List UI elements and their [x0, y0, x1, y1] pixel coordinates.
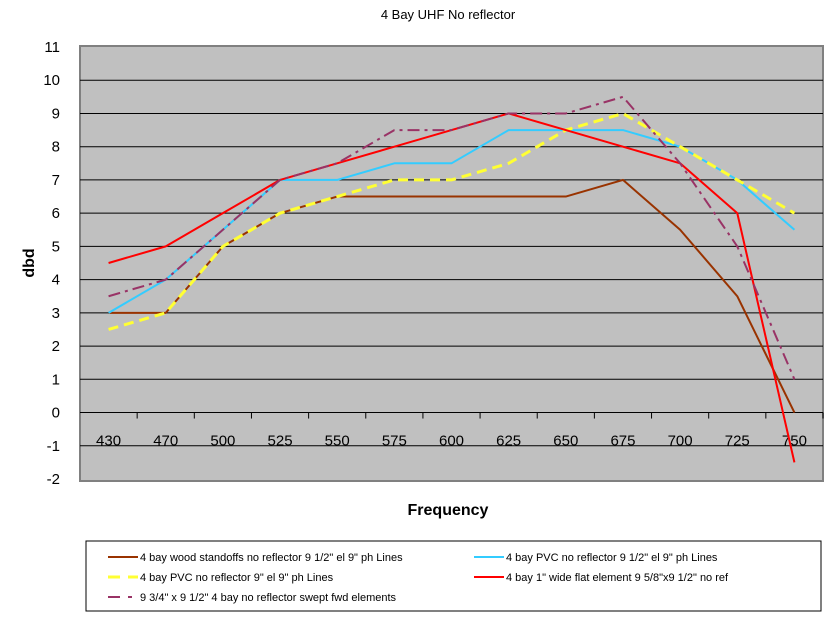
legend-label: 4 bay wood standoffs no reflector 9 1/2"… — [140, 552, 403, 564]
y-tick-label: -1 — [47, 438, 60, 455]
x-tick-label: 600 — [439, 433, 464, 450]
y-tick-label: -2 — [47, 471, 60, 488]
x-tick-label: 430 — [96, 433, 121, 450]
x-tick-label: 675 — [610, 433, 635, 450]
x-tick-label: 575 — [382, 433, 407, 450]
x-tick-label: 750 — [782, 433, 807, 450]
y-tick-label: 0 — [52, 405, 60, 422]
x-tick-label: 650 — [553, 433, 578, 450]
x-tick-label: 550 — [325, 433, 350, 450]
y-axis-label: dbd — [21, 248, 38, 277]
y-tick-label: 11 — [44, 39, 60, 56]
x-axis-label: Frequency — [408, 502, 489, 519]
y-tick-label: 7 — [52, 172, 60, 189]
y-tick-label: 4 — [52, 272, 60, 289]
y-tick-label: 6 — [52, 205, 60, 222]
y-tick-label: 3 — [52, 305, 60, 322]
legend-label: 4 bay PVC no reflector 9" el 9" ph Lines — [140, 572, 334, 584]
y-tick-label: 5 — [52, 238, 60, 255]
x-tick-label: 500 — [210, 433, 235, 450]
chart-title: 4 Bay UHF No reflector — [381, 7, 516, 22]
legend-label: 4 bay PVC no reflector 9 1/2" el 9" ph L… — [506, 552, 718, 564]
y-tick-label: 8 — [52, 139, 60, 156]
legend — [85, 540, 822, 612]
x-tick-label: 725 — [725, 433, 750, 450]
y-tick-label: 9 — [52, 105, 60, 122]
x-tick-label: 470 — [153, 433, 178, 450]
x-tick-label: 625 — [496, 433, 521, 450]
x-tick-label: 525 — [268, 433, 293, 450]
legend-label: 4 bay 1" wide flat element 9 5/8"x9 1/2"… — [506, 572, 729, 584]
y-tick-label: 10 — [43, 72, 60, 89]
plot-area — [79, 45, 824, 482]
x-tick-label: 700 — [668, 433, 693, 450]
legend-label: 9 3/4" x 9 1/2" 4 bay no reflector swept… — [140, 592, 397, 604]
y-tick-label: 2 — [52, 338, 60, 355]
y-tick-label: 1 — [52, 371, 60, 388]
